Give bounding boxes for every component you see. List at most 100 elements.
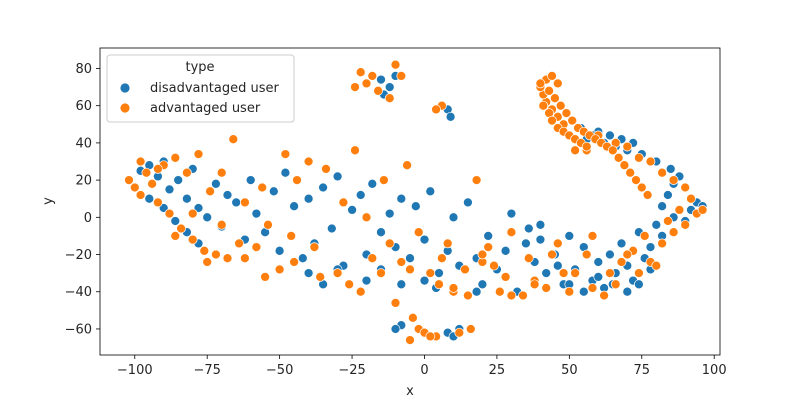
point-advantaged bbox=[338, 197, 349, 208]
point-advantaged bbox=[494, 286, 505, 297]
point-advantaged bbox=[680, 182, 691, 193]
point-disadvantaged bbox=[326, 223, 337, 234]
x-tick-label: 50 bbox=[561, 363, 578, 378]
point-advantaged bbox=[477, 249, 488, 260]
y-tick-label: 40 bbox=[75, 136, 92, 151]
point-advantaged bbox=[489, 260, 499, 271]
point-disadvantaged bbox=[202, 212, 213, 223]
point-disadvantaged bbox=[376, 74, 386, 85]
x-tick-label: 25 bbox=[489, 363, 506, 378]
point-disadvantaged bbox=[500, 245, 511, 256]
point-advantaged bbox=[355, 67, 366, 78]
point-advantaged bbox=[390, 59, 401, 70]
point-advantaged bbox=[344, 279, 355, 290]
point-disadvantaged bbox=[419, 275, 430, 286]
y-tick-label: 0 bbox=[84, 211, 92, 226]
point-disadvantaged bbox=[634, 279, 644, 290]
point-disadvantaged bbox=[616, 238, 627, 249]
point-advantaged bbox=[315, 272, 326, 282]
point-advantaged bbox=[610, 279, 621, 290]
point-advantaged bbox=[552, 238, 563, 249]
point-advantaged bbox=[634, 268, 644, 278]
point-advantaged bbox=[280, 149, 291, 159]
point-advantaged bbox=[425, 268, 436, 278]
data-points bbox=[124, 59, 708, 345]
point-disadvantaged bbox=[541, 268, 552, 278]
point-advantaged bbox=[170, 152, 181, 163]
point-advantaged bbox=[390, 298, 401, 308]
point-advantaged bbox=[552, 78, 563, 89]
point-disadvantaged bbox=[552, 260, 563, 271]
point-disadvantaged bbox=[463, 197, 473, 208]
point-advantaged bbox=[587, 231, 598, 241]
point-advantaged bbox=[613, 152, 624, 163]
point-advantaged bbox=[228, 134, 239, 145]
point-advantaged bbox=[367, 253, 378, 264]
point-disadvantaged bbox=[535, 234, 546, 245]
point-advantaged bbox=[251, 242, 262, 252]
point-advantaged bbox=[350, 145, 360, 156]
point-advantaged bbox=[153, 164, 163, 174]
point-disadvantaged bbox=[622, 286, 633, 297]
legend-label-advantaged: advantaged user bbox=[150, 101, 261, 116]
point-disadvantaged bbox=[303, 268, 314, 278]
point-advantaged bbox=[193, 149, 204, 159]
x-tick-label: −75 bbox=[193, 363, 220, 378]
point-advantaged bbox=[260, 272, 270, 282]
point-advantaged bbox=[379, 175, 389, 185]
point-disadvantaged bbox=[410, 201, 421, 212]
point-disadvantaged bbox=[521, 238, 531, 249]
point-advantaged bbox=[211, 249, 221, 260]
point-advantaged bbox=[153, 197, 163, 208]
point-disadvantaged bbox=[523, 223, 534, 234]
point-advantaged bbox=[465, 324, 476, 334]
point-disadvantaged bbox=[657, 201, 667, 212]
point-advantaged bbox=[124, 175, 134, 185]
point-advantaged bbox=[361, 212, 372, 223]
point-advantaged bbox=[541, 283, 552, 293]
point-advantaged bbox=[216, 219, 227, 230]
point-advantaged bbox=[506, 290, 517, 301]
y-tick-label: 20 bbox=[75, 174, 92, 189]
point-advantaged bbox=[147, 178, 157, 189]
point-advantaged bbox=[135, 156, 146, 167]
point-disadvantaged bbox=[506, 208, 517, 219]
point-advantaged bbox=[605, 268, 615, 278]
x-axis-ticks: −100 −75 −50 −25 0 25 50 75 100 bbox=[117, 355, 727, 378]
legend-title: type bbox=[185, 60, 214, 75]
y-axis-ticks: −60 −40 −20 0 20 40 60 80 bbox=[65, 62, 100, 337]
point-advantaged bbox=[697, 205, 708, 215]
point-disadvantaged bbox=[645, 242, 656, 252]
point-advantaged bbox=[642, 190, 653, 200]
point-disadvantaged bbox=[268, 186, 279, 197]
point-advantaged bbox=[129, 182, 140, 193]
y-tick-label: 80 bbox=[75, 62, 92, 77]
point-disadvantaged bbox=[593, 272, 604, 282]
point-advantaged bbox=[408, 312, 418, 323]
point-disadvantaged bbox=[605, 130, 615, 141]
point-disadvantaged bbox=[361, 275, 372, 286]
x-tick-label: 75 bbox=[634, 363, 651, 378]
point-advantaged bbox=[402, 160, 412, 171]
point-advantaged bbox=[657, 238, 667, 249]
point-advantaged bbox=[518, 290, 528, 301]
x-axis-label: x bbox=[406, 384, 414, 399]
point-disadvantaged bbox=[303, 193, 314, 204]
point-disadvantaged bbox=[231, 197, 242, 208]
point-advantaged bbox=[164, 208, 175, 219]
point-advantaged bbox=[581, 249, 592, 260]
point-advantaged bbox=[657, 167, 667, 178]
point-advantaged bbox=[187, 234, 198, 245]
point-advantaged bbox=[240, 253, 250, 264]
point-advantaged bbox=[309, 242, 320, 252]
point-disadvantaged bbox=[297, 253, 308, 264]
legend-marker-disadvantaged bbox=[119, 82, 131, 94]
point-disadvantaged bbox=[211, 178, 221, 189]
point-disadvantaged bbox=[384, 82, 395, 92]
point-disadvantaged bbox=[280, 167, 291, 178]
y-tick-label: −20 bbox=[65, 248, 92, 263]
point-advantaged bbox=[187, 208, 198, 219]
point-disadvantaged bbox=[448, 212, 459, 223]
point-disadvantaged bbox=[651, 219, 662, 230]
point-advantaged bbox=[686, 193, 696, 204]
